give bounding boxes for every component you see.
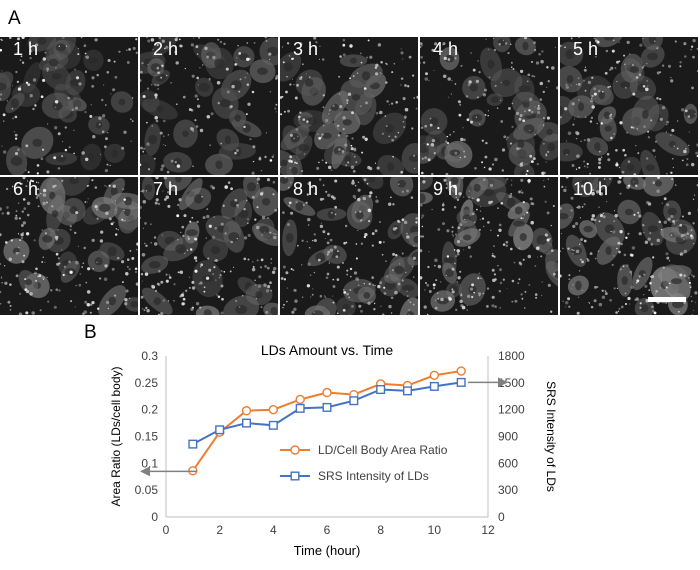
data-point (322, 402, 332, 412)
data-point (295, 403, 305, 413)
data-point (241, 418, 251, 428)
cell-image (420, 177, 558, 315)
y2-tick-label: 1500 (498, 376, 525, 390)
data-point (295, 394, 305, 405)
y2-tick-label: 300 (498, 483, 518, 497)
time-label: 1 h (13, 39, 39, 59)
time-label: 7 h (153, 179, 179, 199)
data-point (215, 425, 225, 435)
micrograph-tile: 5 h (560, 37, 698, 175)
legend-label: LD/Cell Body Area Ratio (318, 443, 448, 457)
legend-swatch-marker (290, 471, 300, 481)
y-tick-label: 0.1 (141, 456, 158, 470)
time-label: 9 h (433, 179, 459, 199)
cell-image (420, 37, 558, 175)
panel-label-b: B (84, 322, 97, 343)
micrograph-tile: 6 h (0, 177, 138, 315)
scale-bar (648, 297, 686, 302)
time-label: 10 h (573, 179, 609, 199)
micrograph-tile: 10 h (560, 177, 698, 315)
time-label: 2 h (153, 39, 179, 59)
x-tick-label: 6 (324, 523, 331, 537)
y2-tick-label: 0 (498, 510, 505, 524)
data-point (322, 387, 332, 398)
cell-image (140, 177, 278, 315)
micrograph-tile: 1 h (0, 37, 138, 175)
legend-swatch-marker (290, 445, 300, 455)
x-tick-label: 12 (481, 523, 495, 537)
y-tick-label: 0.05 (135, 483, 159, 497)
y2-tick-label: 1800 (498, 349, 525, 363)
cell-image (560, 37, 698, 175)
data-point (429, 381, 439, 391)
cell-image (0, 37, 138, 175)
micrograph-tile: 8 h (280, 177, 418, 315)
time-label: 6 h (13, 179, 39, 199)
cell-image (0, 177, 138, 315)
x-tick-label: 8 (377, 523, 384, 537)
data-point (403, 386, 413, 396)
cell-image (140, 37, 278, 175)
micrograph-tile: 7 h (140, 177, 278, 315)
legend-label: SRS Intensity of LDs (318, 469, 429, 483)
data-point (268, 420, 278, 430)
y-tick-label: 0.2 (141, 403, 158, 417)
data-point (456, 366, 466, 376)
cell-image (280, 37, 418, 175)
x-tick-label: 10 (428, 523, 442, 537)
cell-image (560, 177, 698, 315)
x-tick-label: 2 (216, 523, 223, 537)
micrograph-tile: 9 h (420, 177, 558, 315)
time-label: 3 h (293, 39, 319, 59)
data-point (349, 396, 359, 406)
arrow-right-head (498, 377, 508, 388)
data-point (268, 404, 279, 415)
micrograph-grid: 1 h 2 h 3 h 4 h 5 h 6 h 7 h 8 h 9 h 10 h (0, 37, 700, 317)
lds-time-chart: 0 2 4 6 8 10 1200.050.10.150.20.250.3030060090… (109, 342, 558, 558)
micrograph-tile: 3 h (280, 37, 418, 175)
y2-axis-title: SRS Intensity of LDs (544, 381, 558, 492)
data-point (188, 439, 198, 449)
x-tick-label: 0 (163, 523, 170, 537)
x-axis-title: Time (hour) (294, 543, 361, 558)
y-tick-label: 0.15 (135, 430, 159, 444)
y2-tick-label: 1200 (498, 403, 525, 417)
data-point (429, 370, 440, 381)
data-point (456, 377, 466, 387)
x-tick-label: 4 (270, 523, 277, 537)
time-label: 8 h (293, 179, 319, 199)
micrograph-tile: 2 h (140, 37, 278, 175)
y-tick-label: 0 (151, 510, 158, 524)
y-tick-label: 0.3 (141, 349, 158, 363)
time-label: 5 h (573, 39, 599, 59)
data-point (241, 406, 252, 416)
data-point (376, 385, 386, 395)
y2-tick-label: 600 (498, 456, 518, 470)
chart-title: LDs Amount vs. Time (261, 342, 393, 358)
cell-image (280, 177, 418, 315)
y2-tick-label: 900 (498, 430, 518, 444)
panel-label-a: A (8, 8, 21, 29)
arrow-left-head (140, 466, 150, 477)
y-axis-title: Area Ratio (LDs/cell body) (109, 366, 123, 506)
time-label: 4 h (433, 39, 459, 59)
micrograph-tile: 4 h (420, 37, 558, 175)
y-tick-label: 0.25 (135, 376, 159, 390)
